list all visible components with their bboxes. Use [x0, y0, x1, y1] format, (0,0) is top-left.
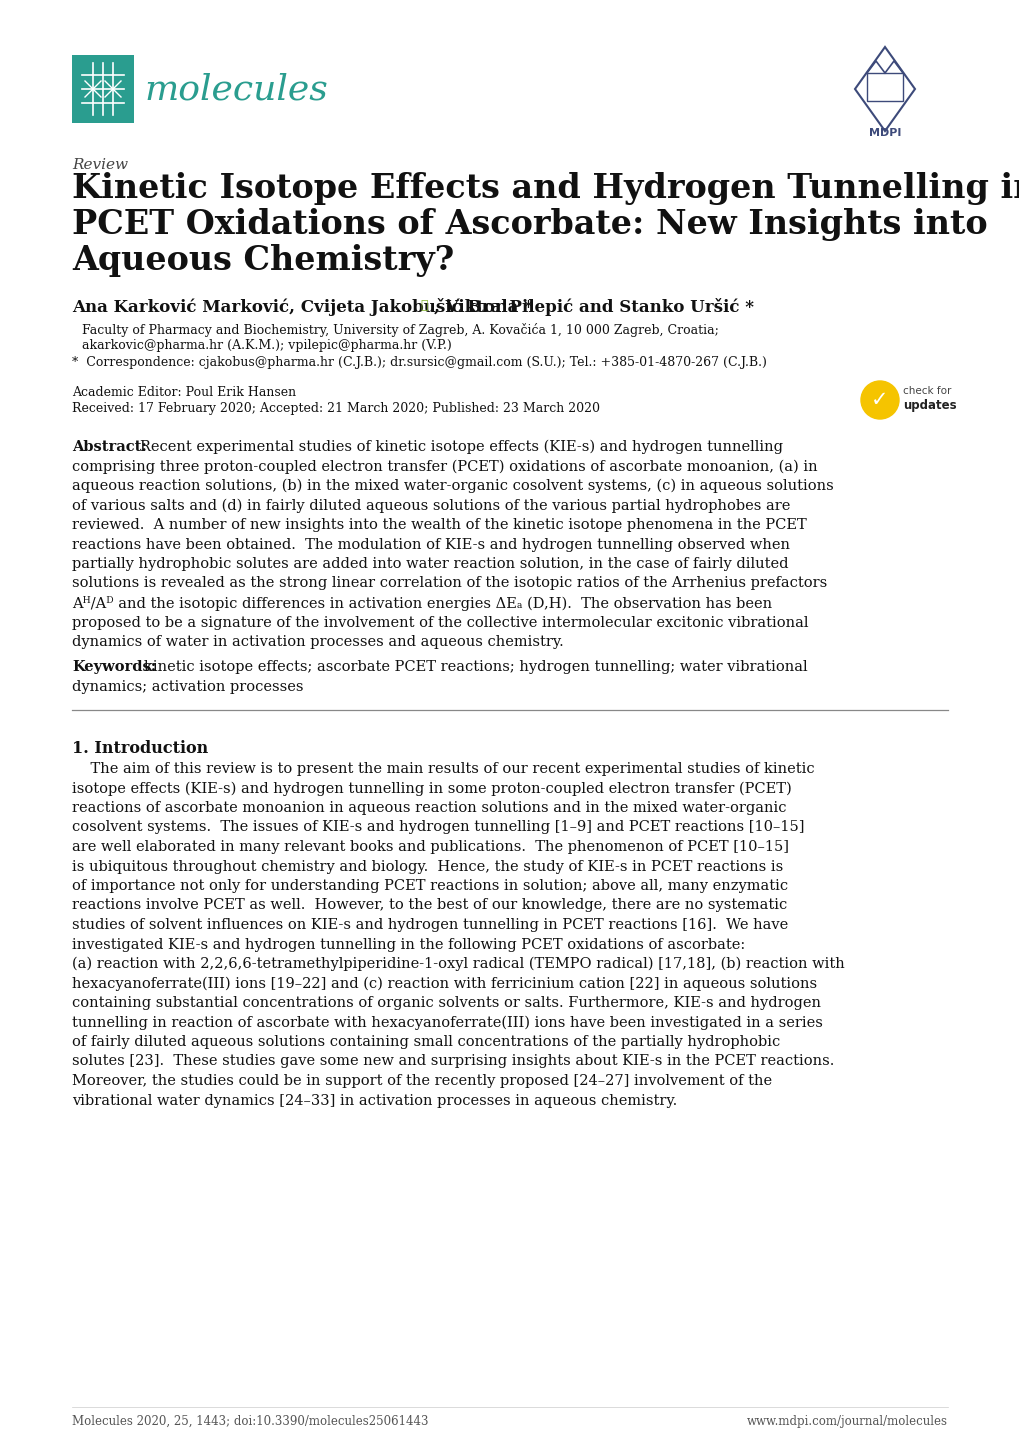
Text: partially hydrophobic solutes are added into water reaction solution, in the cas: partially hydrophobic solutes are added … [72, 557, 788, 571]
Circle shape [860, 381, 898, 420]
Text: Review: Review [72, 159, 127, 172]
Text: studies of solvent influences on KIE-s and hydrogen tunnelling in PCET reactions: studies of solvent influences on KIE-s a… [72, 919, 788, 932]
Text: comprising three proton-coupled electron transfer (PCET) oxidations of ascorbate: comprising three proton-coupled electron… [72, 460, 817, 474]
Text: is ubiquitous throughout chemistry and biology.  Hence, the study of KIE-s in PC: is ubiquitous throughout chemistry and b… [72, 859, 783, 874]
Text: proposed to be a signature of the involvement of the collective intermolecular e: proposed to be a signature of the involv… [72, 616, 808, 630]
Text: reactions involve PCET as well.  However, to the best of our knowledge, there ar: reactions involve PCET as well. However,… [72, 898, 787, 913]
Text: www.mdpi.com/journal/molecules: www.mdpi.com/journal/molecules [746, 1415, 947, 1428]
Text: Kinetic Isotope Effects and Hydrogen Tunnelling in: Kinetic Isotope Effects and Hydrogen Tun… [72, 172, 1019, 205]
Text: reactions of ascorbate monoanion in aqueous reaction solutions and in the mixed : reactions of ascorbate monoanion in aque… [72, 800, 786, 815]
Text: updates: updates [902, 398, 956, 411]
Text: (a) reaction with 2,2,6,6-tetramethylpiperidine-1-oxyl radical (TEMPO radical) [: (a) reaction with 2,2,6,6-tetramethylpip… [72, 957, 844, 972]
Text: Abstract:: Abstract: [72, 440, 147, 454]
Text: check for: check for [902, 386, 951, 397]
Text: solutions is revealed as the strong linear correlation of the isotopic ratios of: solutions is revealed as the strong line… [72, 577, 826, 591]
Text: of various salts and (d) in fairly diluted aqueous solutions of the various part: of various salts and (d) in fairly dilut… [72, 499, 790, 513]
Text: containing substantial concentrations of organic solvents or salts. Furthermore,: containing substantial concentrations of… [72, 996, 820, 1009]
Text: vibrational water dynamics [24–33] in activation processes in aqueous chemistry.: vibrational water dynamics [24–33] in ac… [72, 1093, 677, 1107]
Text: , Viktor Pilepić and Stanko Uršić *: , Viktor Pilepić and Stanko Uršić * [433, 298, 753, 316]
Text: dynamics; activation processes: dynamics; activation processes [72, 679, 304, 694]
Text: ⓘ: ⓘ [420, 298, 427, 311]
Text: investigated KIE-s and hydrogen tunnelling in the following PCET oxidations of a: investigated KIE-s and hydrogen tunnelli… [72, 937, 745, 952]
Text: Ana Karković Marković, Cvijeta Jakobušić Brala *: Ana Karković Marković, Cvijeta Jakobušić… [72, 298, 532, 316]
Text: kinetic isotope effects; ascorbate PCET reactions; hydrogen tunnelling; water vi: kinetic isotope effects; ascorbate PCET … [144, 660, 807, 673]
Text: isotope effects (KIE-s) and hydrogen tunnelling in some proton-coupled electron : isotope effects (KIE-s) and hydrogen tun… [72, 782, 791, 796]
Text: of importance not only for understanding PCET reactions in solution; above all, : of importance not only for understanding… [72, 880, 788, 893]
Text: solutes [23].  These studies gave some new and surprising insights about KIE-s i: solutes [23]. These studies gave some ne… [72, 1054, 834, 1069]
Text: reactions have been obtained.  The modulation of KIE-s and hydrogen tunnelling o: reactions have been obtained. The modula… [72, 538, 790, 551]
Text: aqueous reaction solutions, (b) in the mixed water-organic cosolvent systems, (c: aqueous reaction solutions, (b) in the m… [72, 479, 833, 493]
Text: molecules: molecules [144, 72, 327, 107]
Text: tunnelling in reaction of ascorbate with hexacyanoferrate(III) ions have been in: tunnelling in reaction of ascorbate with… [72, 1015, 822, 1030]
Text: ✓: ✓ [870, 389, 888, 410]
Text: 1. Introduction: 1. Introduction [72, 740, 208, 757]
Text: cosolvent systems.  The issues of KIE-s and hydrogen tunnelling [1–9] and PCET r: cosolvent systems. The issues of KIE-s a… [72, 820, 804, 835]
Text: Faculty of Pharmacy and Biochemistry, University of Zagreb, A. Kovačića 1, 10 00: Faculty of Pharmacy and Biochemistry, Un… [82, 323, 718, 337]
Text: Received: 17 February 2020; Accepted: 21 March 2020; Published: 23 March 2020: Received: 17 February 2020; Accepted: 21… [72, 402, 599, 415]
Text: Recent experimental studies of kinetic isotope effects (KIE-s) and hydrogen tunn: Recent experimental studies of kinetic i… [140, 440, 783, 454]
FancyBboxPatch shape [72, 55, 133, 123]
Text: akarkovic@pharma.hr (A.K.M.); vpilepic@pharma.hr (V.P.): akarkovic@pharma.hr (A.K.M.); vpilepic@p… [82, 339, 451, 352]
Text: Academic Editor: Poul Erik Hansen: Academic Editor: Poul Erik Hansen [72, 386, 296, 399]
Text: hexacyanoferrate(III) ions [19–22] and (c) reaction with ferricinium cation [22]: hexacyanoferrate(III) ions [19–22] and (… [72, 976, 816, 991]
Text: Keywords:: Keywords: [72, 660, 156, 673]
Text: reviewed.  A number of new insights into the wealth of the kinetic isotope pheno: reviewed. A number of new insights into … [72, 518, 806, 532]
Text: Moreover, the studies could be in support of the recently proposed [24–27] invol: Moreover, the studies could be in suppor… [72, 1074, 771, 1089]
Text: Aᴴ/Aᴰ and the isotopic differences in activation energies ΔEₐ (D,H).  The observ: Aᴴ/Aᴰ and the isotopic differences in ac… [72, 596, 771, 611]
Text: dynamics of water in activation processes and aqueous chemistry.: dynamics of water in activation processe… [72, 634, 564, 649]
Text: are well elaborated in many relevant books and publications.  The phenomenon of : are well elaborated in many relevant boo… [72, 841, 789, 854]
Text: Aqueous Chemistry?: Aqueous Chemistry? [72, 244, 453, 277]
Text: of fairly diluted aqueous solutions containing small concentrations of the parti: of fairly diluted aqueous solutions cont… [72, 1035, 780, 1048]
Text: *  Correspondence: cjakobus@pharma.hr (C.J.B.); dr.sursic@gmail.com (S.U.); Tel.: * Correspondence: cjakobus@pharma.hr (C.… [72, 356, 766, 369]
Text: The aim of this review is to present the main results of our recent experimental: The aim of this review is to present the… [72, 761, 814, 776]
Text: PCET Oxidations of Ascorbate: New Insights into: PCET Oxidations of Ascorbate: New Insigh… [72, 208, 986, 241]
Text: Molecules 2020, 25, 1443; doi:10.3390/molecules25061443: Molecules 2020, 25, 1443; doi:10.3390/mo… [72, 1415, 428, 1428]
Text: MDPI: MDPI [868, 128, 901, 138]
